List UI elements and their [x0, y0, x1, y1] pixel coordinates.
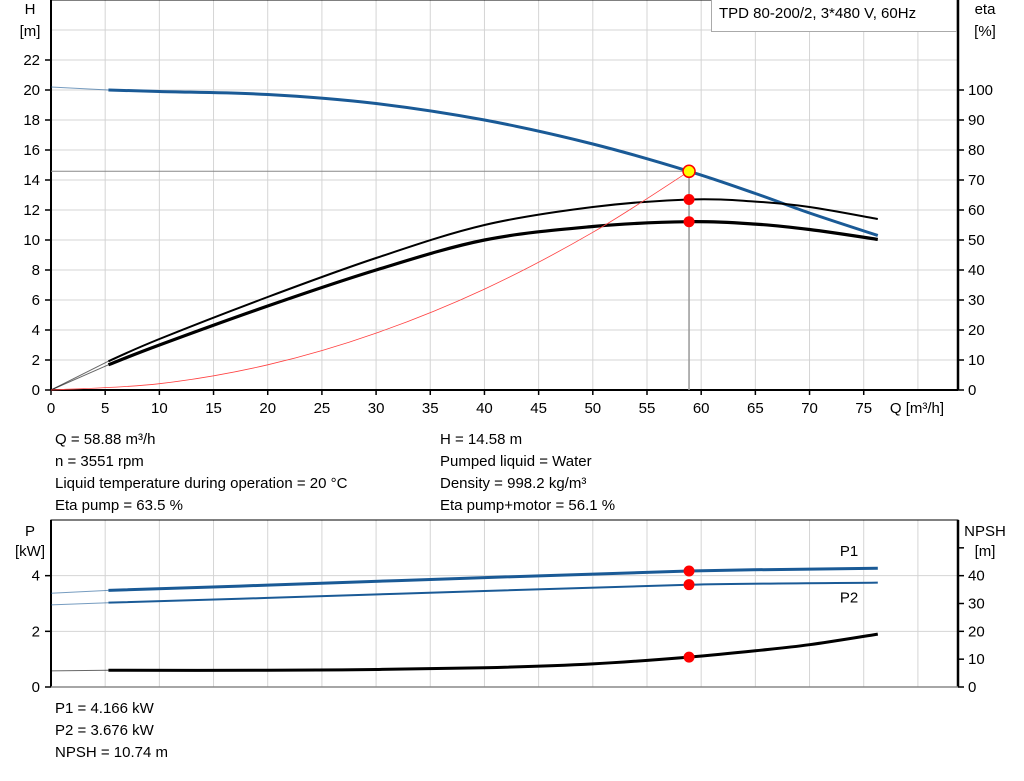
info-eta-pump: Eta pump = 63.5 % [55, 497, 183, 514]
curve-extension-P2 [50, 602, 109, 606]
y-tick-label-left: 12 [23, 202, 40, 219]
y-tick-label-right: 10 [968, 352, 985, 369]
duty-point-head [682, 164, 696, 179]
curve-eta_pump [108, 198, 878, 363]
plot-frame [50, 0, 959, 391]
y-tick-label-right: 10 [968, 651, 985, 668]
info-npsh: NPSH = 10.74 m [55, 744, 168, 761]
curve-P1 [108, 566, 878, 592]
x-tick-label: 45 [530, 400, 547, 417]
duty-point-eta-pump-motor [683, 216, 695, 228]
y-tick-label-left: 10 [23, 232, 40, 249]
info-p1: P1 = 4.166 kW [55, 700, 154, 717]
curve-H [108, 88, 879, 237]
y-tick-label-left: 14 [23, 172, 40, 189]
curve-NPSH [108, 632, 879, 672]
duty-point-p2 [683, 579, 695, 591]
y-tick-label-left: 16 [23, 142, 40, 159]
curve-P2 [108, 581, 878, 604]
y-tick-label-right: 80 [968, 142, 985, 159]
x-tick-label: 5 [101, 400, 109, 417]
legend-label-P2: P2 [840, 590, 858, 607]
y-tick-label-right: 90 [968, 112, 985, 129]
curve-extension-eta_pump_motor [50, 364, 109, 391]
duty-point-eta-pump [683, 194, 695, 205]
y-tick-label-right: 30 [968, 596, 985, 613]
y-tick-label-right: 100 [968, 82, 993, 99]
y-tick-label-left: 0 [32, 382, 40, 399]
curve-extension-NPSH [50, 669, 109, 672]
y-tick-label-right: 50 [968, 232, 985, 249]
info-liquid-temp: Liquid temperature during operation = 20… [55, 475, 348, 492]
x-tick-label: 75 [855, 400, 872, 417]
y-axis-name-right: eta [975, 1, 997, 18]
y-tick-label-left: 4 [32, 322, 40, 339]
y-tick-label-right: 40 [968, 568, 985, 585]
y-tick-label-right: 0 [968, 679, 976, 696]
y-tick-label-left: 8 [32, 262, 40, 279]
y-tick-label-right: 30 [968, 292, 985, 309]
info-liquid: Pumped liquid = Water [440, 453, 592, 470]
y-tick-label-right: 70 [968, 172, 985, 189]
x-tick-label: 65 [747, 400, 764, 417]
y-axis-name-left: P [25, 523, 35, 540]
y-axis-name-left: H [25, 1, 36, 18]
info-head: H = 14.58 m [440, 431, 523, 448]
y-tick-label-left: 0 [32, 679, 40, 696]
curve-extension-H [50, 86, 109, 91]
info-eta-pump-motor: Eta pump+motor = 56.1 % [440, 497, 616, 514]
x-tick-label: 40 [476, 400, 493, 417]
x-tick-label: 55 [639, 400, 656, 417]
y-axis-unit-right: [%] [974, 23, 996, 40]
curve-system_curve [50, 170, 690, 391]
y-axis-unit-left: [kW] [15, 543, 45, 560]
x-tick-label: 60 [693, 400, 710, 417]
duty-point-p1 [683, 565, 695, 577]
y-tick-label-left: 20 [23, 82, 40, 99]
x-tick-label: 0 [47, 400, 55, 417]
info-speed: n = 3551 rpm [55, 453, 144, 470]
x-tick-label: 25 [314, 400, 331, 417]
y-tick-label-right: 40 [968, 262, 985, 279]
y-tick-label-left: 6 [32, 292, 40, 309]
x-tick-label: 70 [801, 400, 818, 417]
info-p2: P2 = 3.676 kW [55, 722, 154, 739]
y-tick-label-left: 2 [32, 623, 40, 640]
legend-label-P1: P1 [840, 543, 858, 560]
curve-extension-P1 [50, 589, 109, 594]
y-axis-name-right: NPSH [964, 523, 1006, 540]
y-tick-label-left: 22 [23, 52, 40, 69]
x-tick-label: 35 [422, 400, 439, 417]
curve-eta_pump_motor [107, 220, 879, 367]
x-tick-label: 30 [368, 400, 385, 417]
x-tick-label: 10 [151, 400, 168, 417]
info-bottom: P1 = 4.166 kW P2 = 3.676 kW NPSH = 10.74… [55, 698, 168, 764]
x-axis-label: Q [m³/h] [890, 400, 944, 417]
x-tick-label: 15 [205, 400, 222, 417]
plot-frame [50, 519, 959, 688]
info-density: Density = 998.2 kg/m³ [440, 475, 587, 492]
y-tick-label-left: 4 [32, 568, 40, 585]
info-flow: Q = 58.88 m³/h [55, 431, 156, 448]
y-axis-unit-right: [m] [975, 543, 996, 560]
y-axis-unit-left: [m] [20, 23, 41, 40]
info-right: H = 14.58 m Pumped liquid = Water Densit… [440, 429, 615, 517]
y-tick-label-right: 20 [968, 322, 985, 339]
x-tick-label: 50 [584, 400, 601, 417]
chart-title: TPD 80-200/2, 3*480 V, 60Hz [711, 0, 957, 32]
info-left: Q = 58.88 m³/h n = 3551 rpm Liquid tempe… [55, 429, 347, 517]
y-tick-label-right: 60 [968, 202, 985, 219]
y-tick-label-right: 20 [968, 623, 985, 640]
duty-point-npsh [683, 651, 695, 663]
y-tick-label-right: 0 [968, 382, 976, 399]
y-tick-label-left: 18 [23, 112, 40, 129]
x-tick-label: 20 [259, 400, 276, 417]
curve-extension-eta_pump [50, 360, 109, 391]
y-tick-label-left: 2 [32, 352, 40, 369]
